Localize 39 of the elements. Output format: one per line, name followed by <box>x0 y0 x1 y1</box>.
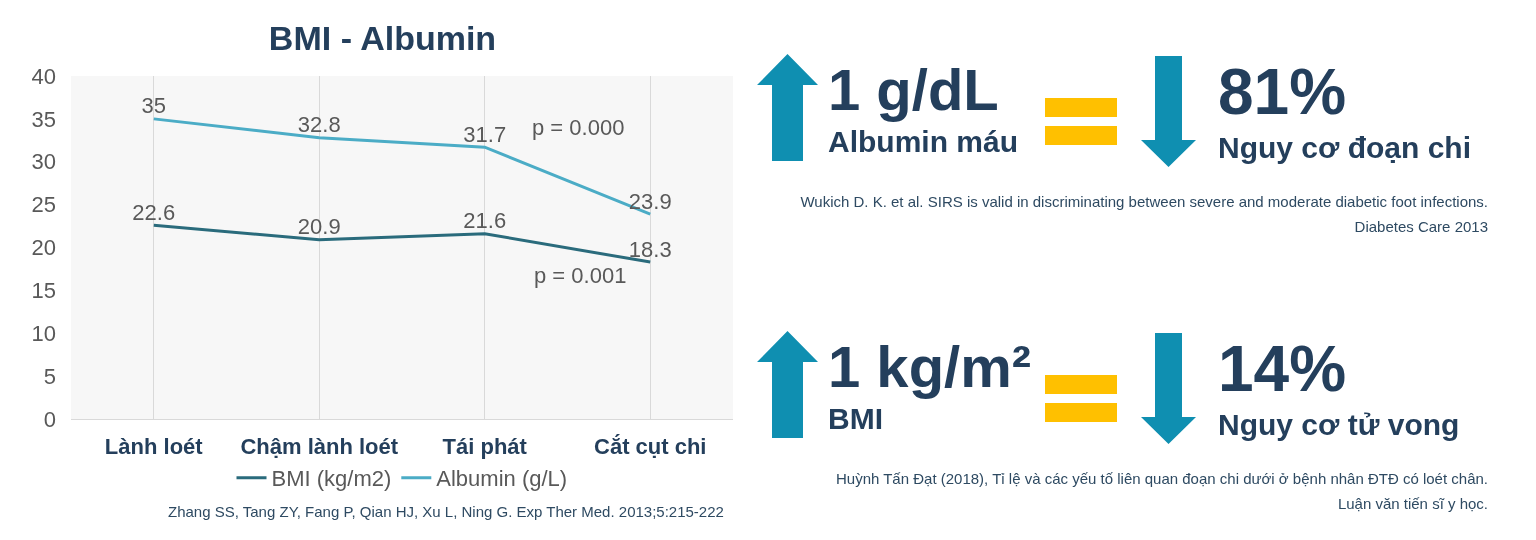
legend-label: BMI (kg/m2) <box>271 466 392 492</box>
annotation: p = 0.000 <box>532 115 625 140</box>
y-tick-label: 40 <box>31 63 56 89</box>
annotation: p = 0.001 <box>534 263 627 288</box>
x-tick-label: Cắt cụt chi <box>594 434 707 460</box>
data-label: 21.6 <box>463 208 507 234</box>
chart-title: BMI - Albumin <box>268 18 497 57</box>
text: BMI <box>828 402 883 435</box>
text: 81% <box>1218 56 1347 128</box>
data-label: 22.6 <box>132 199 176 225</box>
y-tick-label: 5 <box>43 363 56 389</box>
data-label: 32.8 <box>297 112 341 138</box>
x-tick-label: Lành loét <box>104 434 204 460</box>
text: Albumin máu <box>828 125 1019 158</box>
y-tick-label: 35 <box>31 106 56 132</box>
data-label: 18.3 <box>628 236 672 262</box>
text: Zhang SS, Tang ZY, Fang P, Qian HJ, Xu L, Ning G. Exp Ther Med. 2013;5:215-222 <box>168 503 724 520</box>
text: Diabetes Care 2013 <box>1354 218 1488 235</box>
y-tick-label: 30 <box>31 149 56 175</box>
text: 1 kg/m² <box>828 334 1032 399</box>
data-label: 20.9 <box>297 214 341 240</box>
legend-label: Albumin (g/L) <box>436 466 568 492</box>
text: Huỳnh Tấn Đạt (2018), Tỉ lệ và các yếu tố liên quan đoạn chi dưới ở bệnh nhân ĐTĐ có loét chân. <box>835 470 1488 487</box>
data-label: 31.7 <box>463 121 507 147</box>
y-tick-label: 15 <box>31 278 56 304</box>
y-tick-label: 25 <box>31 192 56 218</box>
text: Luận văn tiến sĩ y học. <box>1337 495 1488 512</box>
text: 14% <box>1218 333 1347 405</box>
x-tick-label: Tái phát <box>442 434 528 460</box>
y-tick-label: 0 <box>43 406 56 432</box>
text: Nguy cơ đoạn chi <box>1218 131 1472 164</box>
y-tick-label: 10 <box>31 320 56 346</box>
text: Nguy cơ tử vong <box>1218 408 1460 441</box>
data-label: 35 <box>141 93 166 119</box>
text: Wukich D. K. et al. SIRS is valid in discriminating between severe and moderate diabetic foot infections. <box>800 193 1488 210</box>
y-tick-label: 20 <box>31 235 56 261</box>
data-label: 23.9 <box>628 188 672 214</box>
x-tick-label: Chậm lành loét <box>240 434 399 460</box>
text: 1 g/dL <box>828 57 999 122</box>
